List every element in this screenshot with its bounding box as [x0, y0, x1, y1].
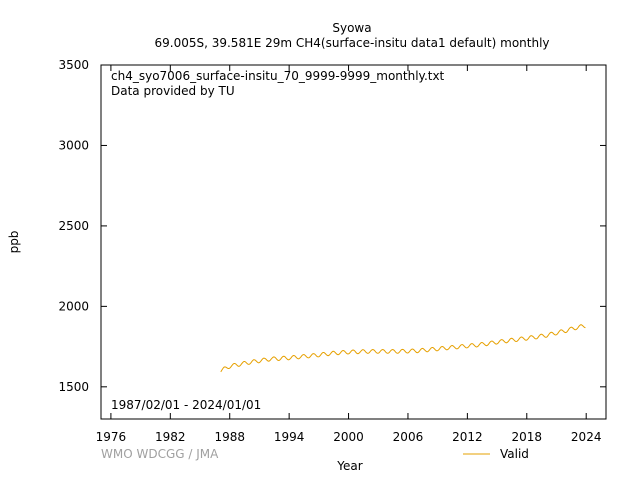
legend-label-valid: Valid — [500, 447, 529, 461]
x-tick-label: 2024 — [571, 430, 602, 444]
x-axis-label: Year — [336, 459, 362, 473]
x-tick-label: 2012 — [452, 430, 483, 444]
credit-label: WMO WDCGG / JMA — [101, 447, 219, 461]
x-tick-label: 1982 — [155, 430, 186, 444]
y-tick-label: 3000 — [58, 138, 89, 152]
x-tick-label: 1988 — [214, 430, 245, 444]
plot-area — [100, 64, 607, 420]
chart-title-line1: Syowa — [332, 21, 371, 35]
x-tick-label: 1994 — [274, 430, 305, 444]
legend: Valid — [463, 447, 529, 461]
x-tick-label: 2000 — [333, 430, 364, 444]
y-tick-label: 2000 — [58, 299, 89, 313]
file-label: ch4_syo7006_surface-insitu_70_9999-9999_… — [111, 69, 445, 83]
date-range-label: 1987/02/01 - 2024/01/01 — [111, 398, 261, 412]
x-tick-label: 2018 — [512, 430, 543, 444]
y-tick-label: 3500 — [58, 58, 89, 72]
x-tick-label: 1976 — [96, 430, 127, 444]
chart-title-line2: 69.005S, 39.581E 29m CH4(surface-insitu … — [154, 36, 549, 50]
provider-label: Data provided by TU — [111, 84, 235, 98]
y-axis: 1500 2000 2500 3000 3500 — [58, 58, 606, 394]
y-tick-label: 1500 — [58, 380, 89, 394]
y-tick-label: 2500 — [58, 219, 89, 233]
y-axis-label: ppb — [7, 231, 21, 254]
x-axis: 1976 1982 1988 1994 2000 2006 2012 2018 2024 — [96, 65, 602, 444]
series-valid-line — [220, 324, 586, 373]
x-tick-label: 2006 — [393, 430, 424, 444]
